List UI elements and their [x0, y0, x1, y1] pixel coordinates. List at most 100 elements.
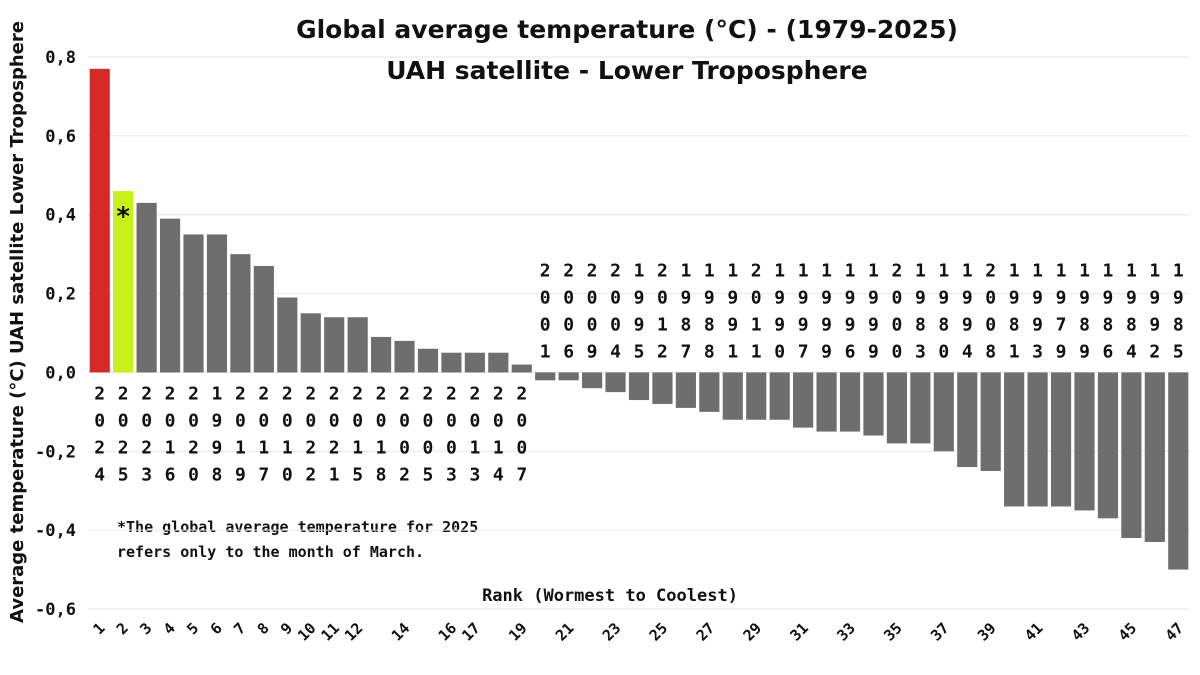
year-digit: 1 — [1149, 260, 1160, 281]
y-tick-label: -0,4 — [35, 521, 76, 541]
year-digit: 1 — [634, 260, 645, 281]
bar — [89, 68, 110, 373]
bar — [300, 313, 321, 373]
year-digit: 7 — [680, 341, 691, 362]
year-digit: 9 — [1056, 341, 1067, 362]
year-digit: 3 — [915, 341, 926, 362]
year-digit: 9 — [1149, 287, 1160, 308]
rank-tick-label: 17 — [458, 619, 484, 645]
bar — [230, 254, 251, 373]
year-digit: 9 — [212, 410, 223, 431]
year-digit: 9 — [845, 287, 856, 308]
year-digit: 0 — [610, 314, 621, 335]
bar — [910, 372, 931, 444]
bar — [206, 234, 228, 373]
year-digit: 0 — [305, 410, 316, 431]
bar — [1097, 372, 1119, 519]
year-digit: 9 — [774, 287, 785, 308]
year-digit: 2 — [329, 437, 340, 458]
year-digit: 0 — [282, 410, 293, 431]
year-digit: 9 — [634, 287, 645, 308]
year-digit: 1 — [798, 260, 809, 281]
year-digit: 8 — [1126, 314, 1137, 335]
bar — [347, 317, 368, 373]
year-digit: 9 — [821, 314, 832, 335]
bar — [136, 202, 157, 373]
year-digit: 8 — [985, 341, 996, 362]
year-digit: 0 — [985, 314, 996, 335]
year-digit: 0 — [188, 464, 199, 485]
year-digit: 8 — [212, 464, 223, 485]
year-digit: 0 — [469, 410, 480, 431]
rank-tick-label: 11 — [318, 619, 344, 645]
rank-tick-label: 33 — [833, 619, 859, 645]
year-digit: 8 — [704, 314, 715, 335]
bar — [159, 218, 181, 373]
year-digit: 3 — [446, 464, 457, 485]
year-digit: 1 — [1032, 260, 1043, 281]
bar — [558, 372, 579, 381]
year-digit: 1 — [1009, 341, 1020, 362]
year-digit: 0 — [587, 314, 598, 335]
year-digit: 9 — [1009, 287, 1020, 308]
year-digit: 3 — [141, 464, 152, 485]
year-digit: 6 — [1103, 341, 1114, 362]
x-axis-label: Rank (Wormest to Coolest) — [482, 586, 738, 606]
year-digit: 0 — [774, 341, 785, 362]
year-digit: 0 — [141, 410, 152, 431]
bar — [980, 372, 1001, 471]
year-digit: 0 — [540, 314, 551, 335]
year-digit: 0 — [94, 410, 105, 431]
year-digit: 9 — [212, 437, 223, 458]
bars: * — [89, 68, 1189, 570]
rank-tick-label: 8 — [254, 619, 273, 638]
year-digit: 2 — [446, 383, 457, 404]
year-digit: 4 — [610, 341, 621, 362]
rank-tick-label: 23 — [599, 619, 625, 645]
y-tick-label: 0,8 — [45, 48, 76, 68]
rank-tick-label: 4 — [160, 619, 179, 638]
year-digit: 9 — [1079, 287, 1090, 308]
bar — [371, 336, 392, 373]
y-tick-label: 0,0 — [45, 363, 76, 383]
bar — [277, 297, 298, 373]
year-digit: 3 — [469, 464, 480, 485]
year-digit: 2 — [188, 437, 199, 458]
year-digit: 1 — [1103, 260, 1114, 281]
rank-tick-label: 1 — [89, 619, 108, 638]
year-digit: 1 — [845, 260, 856, 281]
year-digit: 4 — [1126, 341, 1137, 362]
year-digit: 2 — [165, 383, 176, 404]
year-digit: 0 — [516, 437, 527, 458]
year-digit: 9 — [774, 314, 785, 335]
year-digit: 9 — [821, 287, 832, 308]
year-digit: 1 — [868, 260, 879, 281]
rank-tick-label: 43 — [1068, 619, 1094, 645]
year-digit: 1 — [165, 437, 176, 458]
year-digit: 7 — [798, 341, 809, 362]
year-digit: 9 — [962, 314, 973, 335]
year-digit: 5 — [352, 464, 363, 485]
year-digit: 5 — [118, 464, 129, 485]
year-digit: 8 — [1079, 314, 1090, 335]
rank-tick-label: 6 — [207, 619, 226, 638]
year-digit: 2 — [891, 260, 902, 281]
year-digit: 9 — [235, 464, 246, 485]
year-digit: 0 — [891, 341, 902, 362]
year-digit: 8 — [915, 314, 926, 335]
